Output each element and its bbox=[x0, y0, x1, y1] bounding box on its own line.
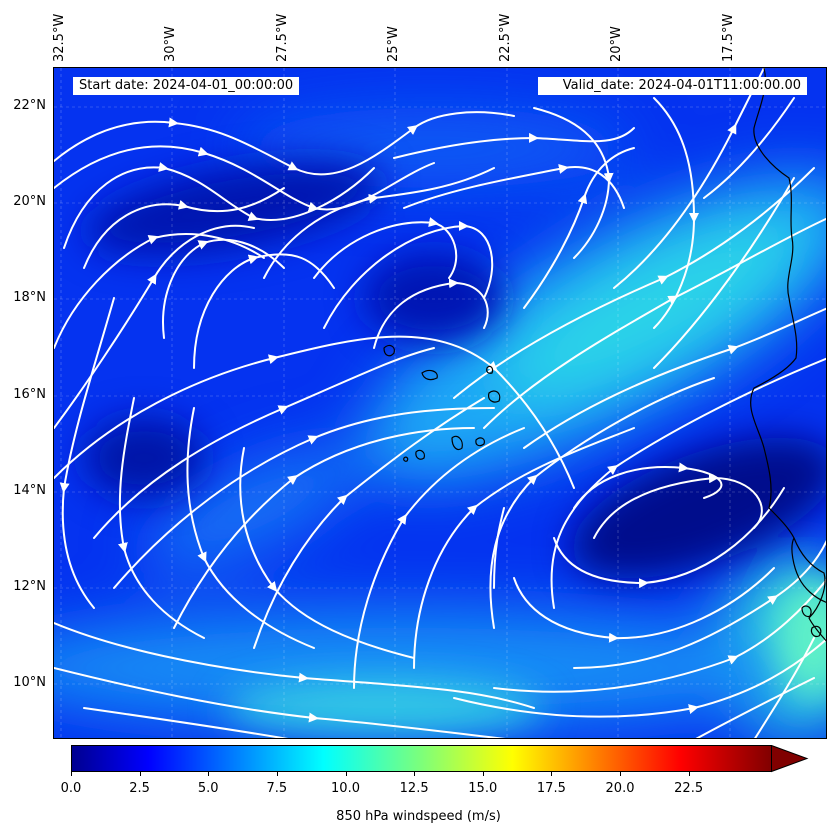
streamline bbox=[493, 507, 505, 589]
colorbar-tick-label: 12.5 bbox=[399, 781, 429, 796]
latitude-label: 22°N bbox=[13, 98, 46, 113]
coastlines bbox=[383, 68, 826, 642]
longitude-label: 30°W bbox=[163, 26, 178, 62]
streamline bbox=[695, 677, 815, 738]
colorbar-tick-mark bbox=[620, 772, 622, 776]
streamline bbox=[118, 397, 205, 639]
colorbar-tick-mark bbox=[345, 772, 347, 776]
streamline bbox=[353, 427, 525, 689]
colorbar-tick-label: 15.0 bbox=[468, 781, 498, 796]
streamline bbox=[239, 447, 415, 659]
colorbar-tick-mark bbox=[139, 772, 141, 776]
latitude-label: 16°N bbox=[13, 387, 46, 402]
streamline bbox=[413, 427, 635, 669]
streamline bbox=[173, 427, 475, 629]
latitude-label: 14°N bbox=[13, 483, 46, 498]
latitude-label: 20°N bbox=[13, 194, 46, 209]
longitude-label: 20°W bbox=[609, 26, 624, 62]
island bbox=[421, 369, 438, 381]
streamline bbox=[59, 297, 115, 609]
valid-date-label: Valid_date: 2024-04-01T11:00:00.00 bbox=[538, 77, 807, 95]
longitude-label: 25°W bbox=[386, 26, 401, 62]
streamline bbox=[323, 220, 494, 329]
island bbox=[488, 390, 501, 403]
streamline bbox=[193, 253, 335, 369]
colorbar-tick-label: 10.0 bbox=[331, 781, 360, 796]
colorbar-tick-mark bbox=[71, 772, 72, 776]
streamline bbox=[54, 224, 255, 429]
streamline bbox=[523, 147, 635, 309]
island bbox=[383, 344, 395, 357]
streamline bbox=[83, 707, 289, 738]
streamline bbox=[533, 107, 614, 259]
streamline bbox=[483, 217, 826, 429]
streamline bbox=[489, 377, 715, 629]
island bbox=[451, 435, 463, 451]
streamline bbox=[54, 233, 265, 349]
island bbox=[810, 625, 822, 638]
island bbox=[475, 437, 485, 447]
streamline bbox=[393, 127, 635, 159]
colorbar-extend-arrow bbox=[771, 745, 809, 773]
longitude-label: 22.5°W bbox=[498, 13, 513, 62]
latitude-label: 12°N bbox=[13, 579, 46, 594]
streamline bbox=[523, 307, 826, 449]
streamline bbox=[54, 335, 575, 489]
wind-map bbox=[54, 68, 826, 738]
colorbar-tick-label: 17.5 bbox=[536, 781, 566, 796]
streamline bbox=[63, 162, 375, 249]
streamline bbox=[453, 638, 826, 718]
africa-coastline-south bbox=[793, 537, 826, 642]
longitude-label: 27.5°W bbox=[275, 13, 290, 62]
streamline bbox=[593, 473, 763, 539]
streamline bbox=[550, 357, 826, 609]
colorbar bbox=[71, 745, 809, 773]
streamline bbox=[453, 167, 815, 399]
map-panel bbox=[53, 67, 827, 739]
colorbar-tick-label: 2.5 bbox=[129, 781, 150, 796]
colorbar-tick-label: 20.0 bbox=[605, 781, 635, 796]
streamline bbox=[703, 97, 795, 199]
colorbar-tick-mark bbox=[276, 772, 278, 776]
streamline bbox=[313, 217, 458, 279]
colorbar-tick-label: 22.5 bbox=[674, 781, 704, 796]
longitude-label: 17.5°W bbox=[721, 13, 736, 62]
colorbar-tick-mark bbox=[414, 772, 416, 776]
colorbar-tick-label: 5.0 bbox=[197, 781, 219, 796]
colorbar-tick-mark bbox=[688, 772, 690, 776]
island bbox=[415, 449, 425, 460]
colorbar-tick-label: 0.0 bbox=[60, 781, 82, 796]
streamline bbox=[113, 407, 495, 589]
streamline bbox=[653, 177, 795, 369]
colorbar-label: 850 hPa windspeed (m/s) bbox=[336, 809, 501, 824]
streamline bbox=[54, 667, 506, 738]
streamlines bbox=[54, 68, 826, 738]
streamline bbox=[162, 238, 285, 339]
gridlines bbox=[54, 68, 826, 738]
streamline bbox=[754, 637, 815, 738]
latitude-label: 18°N bbox=[13, 290, 46, 305]
streamline bbox=[513, 567, 775, 643]
streamline bbox=[186, 407, 315, 649]
longitude-label: 32.5°W bbox=[52, 13, 67, 62]
streamline bbox=[54, 622, 535, 709]
streamline bbox=[493, 578, 826, 693]
colorbar-tick-mark bbox=[551, 772, 553, 776]
island bbox=[403, 456, 409, 462]
colorbar-gradient bbox=[71, 745, 772, 772]
streamline bbox=[83, 187, 285, 269]
start-date-label: Start date: 2024-04-01_00:00:00 bbox=[73, 77, 300, 95]
streamline bbox=[263, 167, 495, 279]
colorbar-tick-mark bbox=[482, 772, 484, 776]
streamline bbox=[573, 462, 723, 509]
streamline bbox=[373, 278, 489, 349]
island bbox=[801, 605, 812, 618]
island bbox=[486, 365, 494, 374]
streamline bbox=[93, 347, 435, 539]
colorbar-tick-mark bbox=[208, 772, 210, 776]
streamline bbox=[253, 397, 485, 649]
latitude-label: 10°N bbox=[13, 675, 46, 690]
streamline bbox=[573, 539, 826, 669]
colorbar-tick-label: 7.5 bbox=[266, 781, 288, 796]
